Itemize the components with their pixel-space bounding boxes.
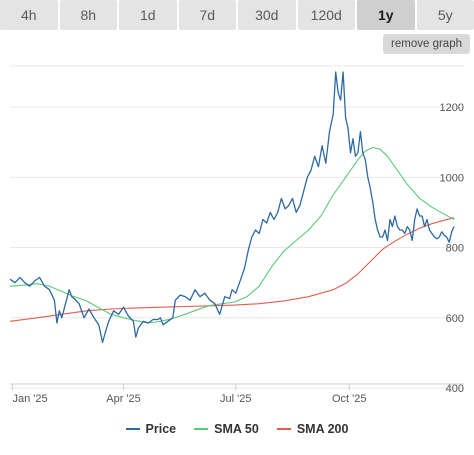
y-tick-label: 400 — [446, 383, 464, 395]
tab-30d[interactable]: 30d — [238, 0, 296, 30]
tab-1y[interactable]: 1y — [357, 0, 415, 30]
legend-item-price[interactable]: Price — [125, 422, 177, 436]
legend-item-sma-50[interactable]: SMA 50 — [194, 422, 259, 436]
legend-swatch — [276, 428, 291, 430]
chart-series — [9, 71, 455, 344]
legend-label: SMA 200 — [296, 422, 349, 436]
x-axis-ticks: Jan '25 Apr '25 Jul '25 Oct '25 — [11, 384, 367, 405]
legend-label: SMA 50 — [214, 422, 259, 436]
price-chart: 400 600 800 1000 1200 Jan '25 Apr '25 Jul '25 O… — [9, 65, 464, 405]
series-line-sma-200 — [9, 217, 455, 322]
x-tick-label: Jan '25 — [12, 393, 47, 405]
tab-1d[interactable]: 1d — [119, 0, 177, 30]
x-tick-label: Oct '25 — [332, 393, 367, 405]
legend-swatch — [194, 428, 209, 430]
timeframe-tabs: 4h 8h 1d 7d 30d 120d 1y 5y — [0, 0, 474, 30]
y-tick-label: 1200 — [440, 102, 464, 114]
tab-7d[interactable]: 7d — [178, 0, 236, 30]
series-line-price — [9, 71, 455, 344]
chart-gridlines — [10, 65, 464, 389]
y-tick-label: 600 — [446, 313, 464, 325]
remove-graph-button[interactable]: remove graph — [383, 34, 470, 54]
chart-legend: Price SMA 50 SMA 200 — [0, 418, 474, 440]
tab-5y[interactable]: 5y — [416, 0, 474, 30]
y-axis-ticks: 400 600 800 1000 1200 — [440, 102, 464, 395]
tab-8h[interactable]: 8h — [59, 0, 117, 30]
series-line-sma-50 — [9, 146, 455, 324]
x-tick-label: Jul '25 — [220, 393, 251, 405]
tab-120d[interactable]: 120d — [297, 0, 355, 30]
tab-4h[interactable]: 4h — [0, 0, 58, 30]
legend-swatch — [125, 428, 140, 430]
legend-item-sma-200[interactable]: SMA 200 — [276, 422, 349, 436]
y-tick-label: 800 — [446, 243, 464, 255]
y-tick-label: 1000 — [440, 172, 464, 184]
legend-label: Price — [145, 422, 177, 436]
x-tick-label: Apr '25 — [106, 393, 141, 405]
